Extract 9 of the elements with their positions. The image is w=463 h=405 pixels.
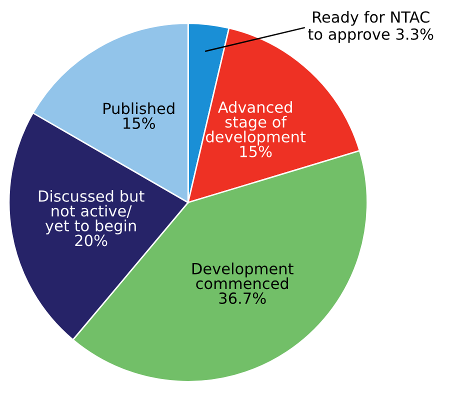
slice-label: Development commenced (192, 262, 294, 290)
slice-label: Discussed but not active/ yet to begin (38, 190, 144, 234)
slice-label: Ready for NTAC to approve 3.3% (308, 10, 434, 43)
data-label: 15% (240, 146, 272, 158)
slice-label: Advanced stage of development (206, 101, 306, 146)
slice-label: Published (104, 102, 174, 114)
data-label: 36.7% (219, 292, 266, 304)
data-label: 15% (124, 117, 155, 129)
data-label: 20% (75, 234, 108, 246)
